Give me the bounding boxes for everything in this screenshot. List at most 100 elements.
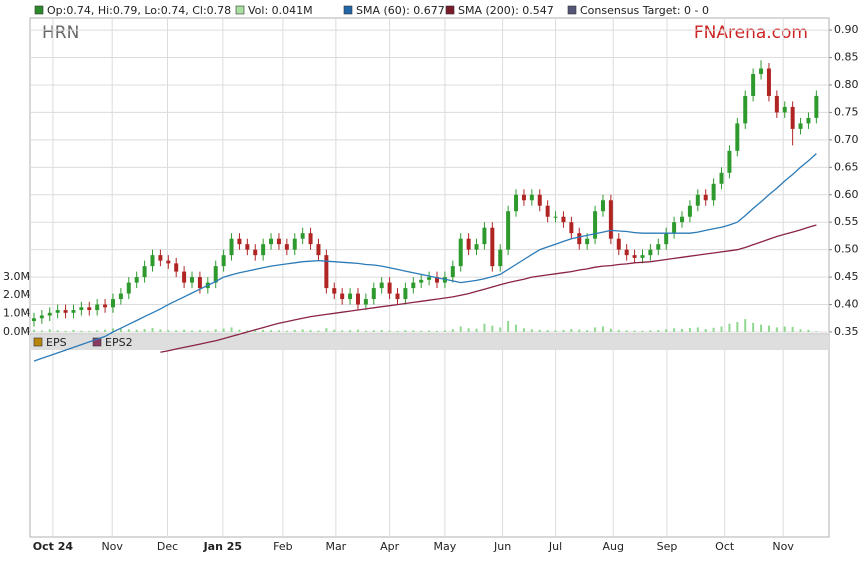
- candle-body: [332, 288, 337, 294]
- volume-bar: [301, 329, 304, 332]
- candle-body: [711, 183, 716, 201]
- candle-body: [600, 200, 605, 212]
- candle-body: [680, 216, 685, 223]
- candle-body: [387, 282, 392, 294]
- volume-bar: [443, 330, 446, 332]
- volume-bar: [799, 329, 802, 332]
- volume-bar: [507, 320, 510, 332]
- y-tick-label: 0.40: [834, 298, 859, 311]
- legend-label: Consensus Target: 0 - 0: [580, 4, 709, 17]
- candle-body: [506, 211, 511, 250]
- x-tick-label: Dec: [157, 540, 178, 553]
- candle-body: [498, 249, 503, 267]
- candle-body: [213, 266, 218, 283]
- candle-body: [490, 227, 495, 267]
- legend-label: SMA (60): 0.677: [356, 4, 445, 17]
- volume-bar: [254, 330, 257, 332]
- legend-swatch: [567, 5, 577, 15]
- legend-label: Op:0.74, Hi:0.79, Lo:0.74, Cl:0.78: [47, 4, 231, 17]
- candle-body: [419, 279, 424, 283]
- candle-body: [103, 304, 108, 308]
- candle-body: [261, 244, 266, 256]
- volume-bar: [594, 327, 597, 332]
- volume-bar: [499, 327, 502, 332]
- x-tick-label: Aug: [603, 540, 624, 553]
- volume-bar: [349, 330, 352, 332]
- candle-body: [774, 95, 779, 113]
- candle-body: [751, 73, 756, 96]
- volume-bar: [230, 327, 233, 332]
- candle-body: [87, 307, 92, 311]
- candle-body: [363, 299, 368, 305]
- eps-legend-swatch: [33, 337, 43, 347]
- candle-body: [537, 194, 542, 206]
- eps-legend-label: EPS: [46, 336, 67, 349]
- eps-legend-bar: [30, 335, 829, 350]
- legend-swatch: [235, 5, 245, 15]
- volume-bar: [515, 324, 518, 332]
- candle-body: [324, 255, 329, 289]
- candle-body: [269, 238, 274, 245]
- volume-bar: [293, 329, 296, 332]
- candle-body: [616, 238, 621, 250]
- volume-bar: [80, 330, 83, 332]
- volume-bar: [491, 325, 494, 332]
- candle-body: [624, 249, 629, 256]
- candle-body: [221, 255, 226, 267]
- volume-bar: [807, 329, 810, 332]
- candle-body: [458, 238, 463, 267]
- candle-body: [640, 255, 645, 258]
- volume-bar: [412, 330, 415, 332]
- y-tick-label: 0.55: [834, 215, 859, 228]
- x-tick-label: Jan 25: [203, 540, 242, 553]
- candle-body: [126, 282, 131, 294]
- volume-bar: [459, 326, 462, 332]
- eps-panel: [29, 333, 830, 538]
- candle-body: [174, 263, 179, 272]
- volume-bar: [522, 328, 525, 332]
- candle-body: [229, 238, 234, 256]
- volume-bar: [451, 329, 454, 332]
- candle-body: [237, 238, 242, 245]
- candle-body: [134, 277, 139, 283]
- candle-body: [395, 293, 400, 300]
- volume-bar: [143, 329, 146, 332]
- x-tick-label: May: [434, 540, 457, 553]
- candle-body: [245, 244, 250, 250]
- volume-bar: [570, 329, 573, 332]
- volume-bar: [198, 329, 201, 332]
- y-tick-label: 0.85: [834, 51, 859, 64]
- candle-body: [648, 249, 653, 256]
- x-tick-label: Feb: [273, 540, 292, 553]
- candle-body: [743, 95, 748, 124]
- volume-bar: [625, 330, 628, 332]
- volume-bar: [317, 330, 320, 332]
- volume-bar: [32, 329, 35, 332]
- y-tick-label: 0.60: [834, 188, 859, 201]
- volume-bar: [309, 330, 312, 332]
- x-tick-label: Sep: [657, 540, 678, 553]
- volume-bar: [641, 330, 644, 332]
- volume-bar: [681, 328, 684, 332]
- volume-bar: [135, 329, 138, 332]
- volume-bar: [728, 323, 731, 332]
- candle-body: [553, 216, 558, 218]
- candle-body: [656, 244, 661, 250]
- candle-body: [182, 271, 187, 283]
- volume-bar: [767, 325, 770, 332]
- candle-body: [569, 222, 574, 234]
- volume-bar: [436, 330, 439, 332]
- volume-bar: [119, 328, 122, 332]
- ticker: HRN: [42, 23, 79, 43]
- legend-swatch: [343, 5, 353, 15]
- volume-bar: [64, 330, 67, 332]
- volume-bar: [104, 329, 107, 332]
- volume-bar: [262, 329, 265, 332]
- volume-bar: [88, 331, 91, 332]
- candle-body: [316, 244, 321, 256]
- volume-bar: [341, 330, 344, 332]
- y-tick-label: 0.65: [834, 160, 859, 173]
- volume-bar: [72, 329, 75, 332]
- candle-body: [759, 68, 764, 74]
- volume-bar: [127, 329, 130, 332]
